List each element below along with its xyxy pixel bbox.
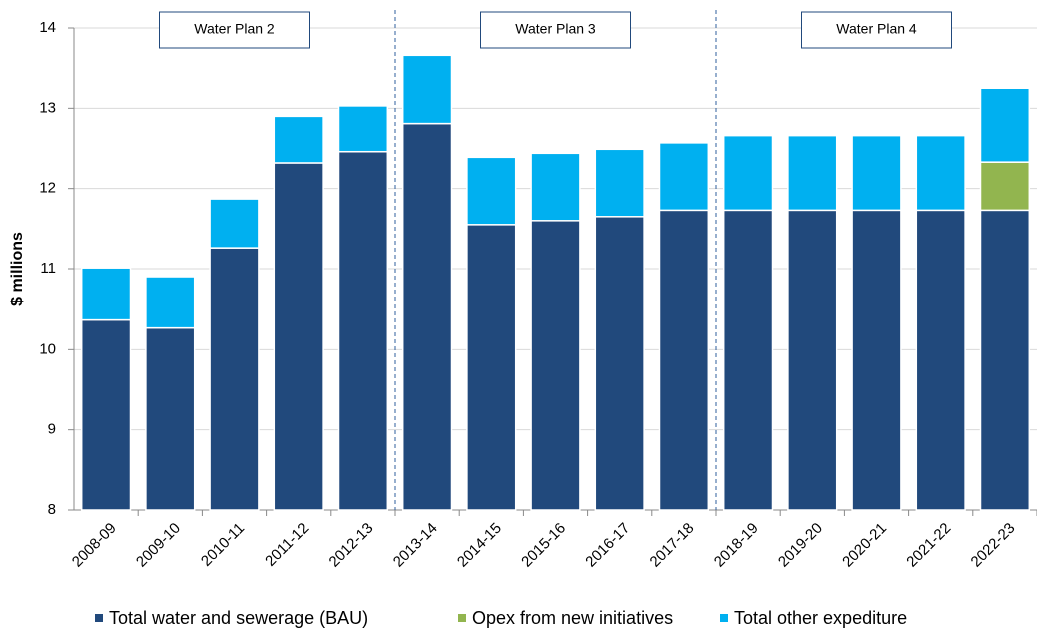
- legend-swatch: [95, 614, 103, 622]
- period-label: Water Plan 3: [515, 21, 596, 37]
- bar-segment: [787, 134, 838, 212]
- x-tick-label: 2008-09: [69, 520, 120, 571]
- period-label: Water Plan 4: [836, 21, 917, 37]
- period-box: [480, 11, 631, 49]
- legend-swatch: [720, 614, 728, 622]
- bar-segment: [722, 134, 774, 212]
- bar-segment: [979, 161, 1031, 212]
- bar-segment: [979, 87, 1031, 163]
- bar-segment: [337, 150, 389, 511]
- y-tick-label: 12: [39, 180, 56, 197]
- bar-segment: [979, 209, 1031, 511]
- x-tick-label: 2020-21: [839, 520, 890, 571]
- x-tick-label: 2018-19: [711, 520, 762, 571]
- x-tick-label: 2014-15: [454, 520, 505, 571]
- bar-segment: [80, 318, 132, 511]
- bar-segment: [80, 267, 132, 321]
- x-tick-label: 2011-12: [262, 520, 312, 570]
- bar-segment: [851, 134, 902, 212]
- y-tick-label: 10: [39, 340, 56, 357]
- legend-swatch: [458, 614, 466, 622]
- y-tick-label: 13: [39, 99, 56, 116]
- bar-segment: [915, 209, 966, 511]
- y-axis-title: $ millions: [9, 232, 26, 306]
- y-tick-label: 8: [48, 501, 56, 518]
- bar-segment: [209, 247, 260, 511]
- bar-segment: [658, 209, 710, 511]
- x-tick-label: 2021-22: [903, 520, 954, 571]
- bar-segment: [787, 209, 838, 511]
- bar-segment: [915, 134, 966, 212]
- x-tick-label: 2012-13: [326, 520, 377, 571]
- y-tick-label: 9: [48, 421, 56, 438]
- bar-segment: [401, 54, 453, 125]
- x-tick-label: 2017-18: [647, 520, 698, 571]
- legend-label: Opex from new initiatives: [472, 608, 673, 628]
- bar-segment: [594, 148, 645, 218]
- bar-segment: [273, 162, 324, 511]
- x-tick-label: 2010-11: [198, 520, 248, 570]
- bar-segment: [337, 105, 389, 153]
- x-tick-label: 2015-16: [518, 520, 569, 571]
- x-tick-label: 2019-20: [775, 520, 826, 571]
- bar-segment: [594, 216, 645, 511]
- bar-segment: [722, 209, 774, 511]
- bar-segment: [401, 122, 453, 511]
- y-tick-label: 14: [39, 19, 56, 36]
- bar-segment: [466, 156, 517, 226]
- x-tick-label: 2016-17: [582, 520, 633, 571]
- bar-segment: [851, 209, 902, 511]
- bar-segment: [530, 152, 581, 222]
- bar-segment: [145, 276, 196, 329]
- legend-label: Total other expediture: [734, 608, 907, 628]
- x-tick-label: 2009-10: [133, 520, 184, 571]
- period-box: [801, 11, 952, 49]
- bar-segment: [466, 224, 517, 511]
- bar-segment: [273, 115, 324, 164]
- x-tick-label: 2013-14: [390, 520, 441, 571]
- legend-label: Total water and sewerage (BAU): [109, 608, 368, 628]
- bar-segment: [145, 326, 196, 511]
- period-label: Water Plan 2: [194, 21, 275, 37]
- bar-segment: [209, 198, 260, 249]
- bar-segment: [530, 220, 581, 511]
- y-tick-label: 11: [40, 260, 56, 277]
- period-box: [159, 11, 310, 49]
- bar-segment: [658, 142, 710, 212]
- x-tick-label: 2022-23: [968, 520, 1019, 571]
